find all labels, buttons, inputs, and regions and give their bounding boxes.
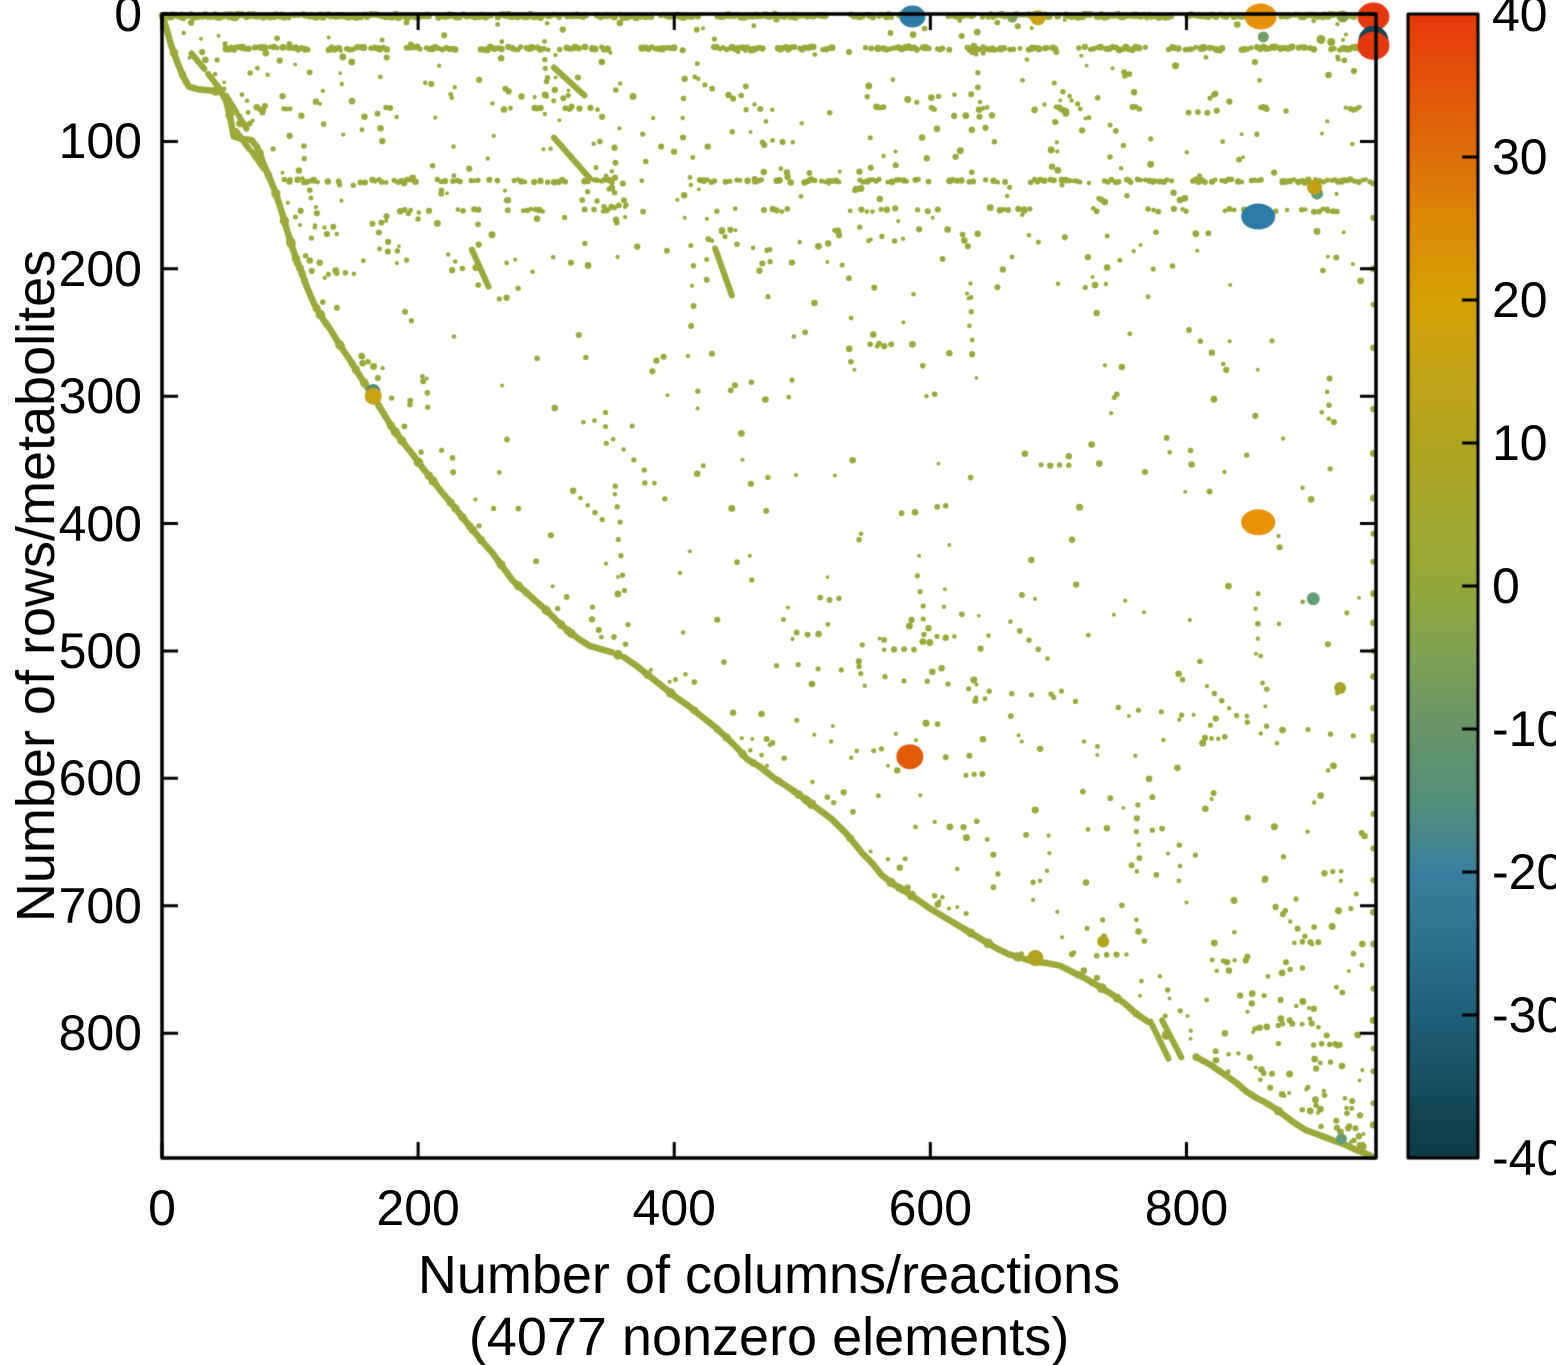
colorbar-tick-label: 40 — [1492, 0, 1548, 42]
x-tick-label: 0 — [148, 1180, 176, 1236]
y-tick-label: 800 — [58, 1005, 142, 1062]
y-axis-title: Number of rows/metabolites — [6, 249, 66, 923]
y-tick-label: 100 — [58, 113, 142, 170]
colorbar-tick-label: 0 — [1492, 558, 1520, 614]
y-tick-label: 500 — [58, 622, 142, 679]
x-tick-label: 800 — [1144, 1180, 1229, 1236]
x-tick-label: 600 — [888, 1180, 973, 1236]
y-tick-label: 400 — [58, 495, 142, 552]
y-tick-label: 200 — [58, 240, 142, 297]
colorbar-tick-label: -10 — [1492, 701, 1556, 757]
colorbar-tick-label: 20 — [1492, 272, 1548, 328]
x-axis-title: Number of columns/reactions — [417, 1245, 1121, 1305]
x-axis-subtitle: (4077 nonzero elements) — [468, 1307, 1070, 1365]
x-tick-label: 200 — [376, 1180, 460, 1236]
y-tick-label: 300 — [58, 368, 142, 425]
colorbar-tick-label: 30 — [1492, 129, 1548, 185]
y-tick-label: 700 — [58, 877, 142, 934]
colorbar-tick-label: 10 — [1492, 415, 1548, 471]
x-tick-label: 400 — [632, 1180, 716, 1236]
y-tick-label: 0 — [114, 0, 142, 42]
y-tick-label: 600 — [58, 750, 142, 807]
colorbar-tick-label: -30 — [1492, 987, 1556, 1043]
colorbar-tick-label: -40 — [1492, 1130, 1556, 1186]
colorbar-tick-label: -20 — [1492, 844, 1556, 900]
